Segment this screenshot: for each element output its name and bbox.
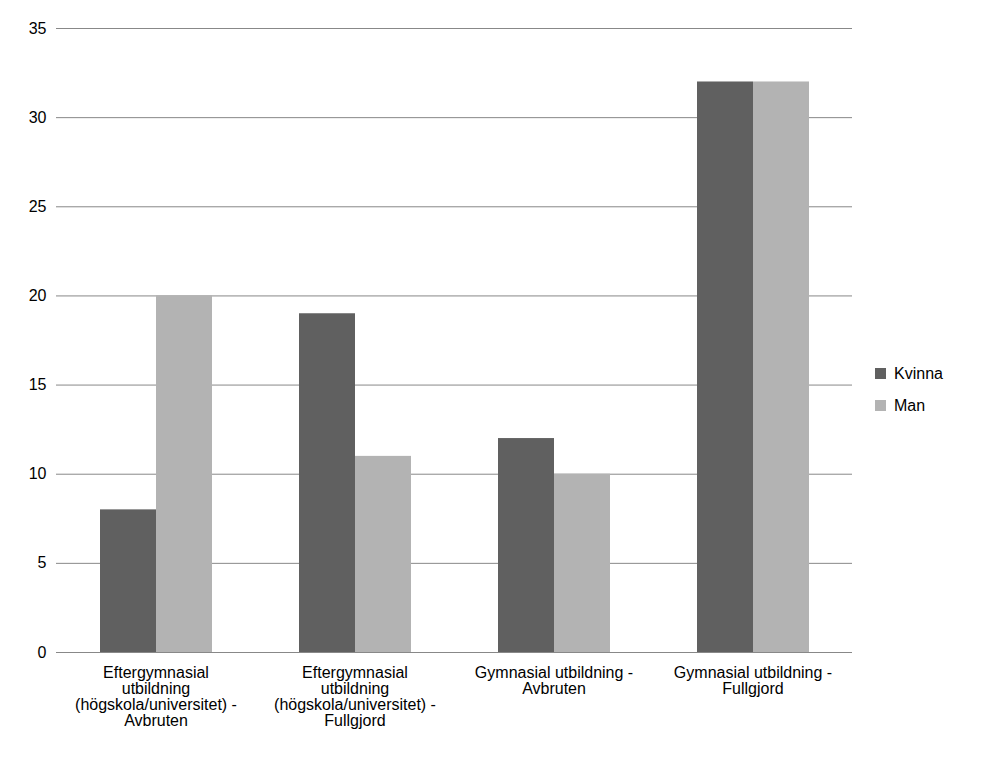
- html-text:Kvinna: Kvinna: [894, 364, 943, 382]
- svg-text:Eftergymnasialutbildning(högsk: Eftergymnasialutbildning(högskola/univer…: [75, 664, 237, 729]
- html-text:Man: Man: [894, 396, 926, 414]
- svg-text:Eftergymnasialutbildning(högsk: Eftergymnasialutbildning(högskola/univer…: [274, 664, 436, 729]
- svg-text:15: 15: [29, 376, 47, 393]
- svg-text:Gymnasial utbildning -Fullgjor: Gymnasial utbildning -Fullgjord: [674, 664, 832, 697]
- svg-text:5: 5: [38, 554, 47, 571]
- svg-text:10: 10: [29, 465, 47, 482]
- svg-text:30: 30: [29, 109, 47, 126]
- svg-text:25: 25: [29, 198, 47, 215]
- svg-text:0: 0: [38, 644, 47, 661]
- svg-text:Gymnasial utbildning -Avbruten: Gymnasial utbildning -Avbruten: [475, 664, 633, 697]
- svg-text:35: 35: [29, 20, 47, 37]
- svg-text:20: 20: [29, 287, 47, 304]
